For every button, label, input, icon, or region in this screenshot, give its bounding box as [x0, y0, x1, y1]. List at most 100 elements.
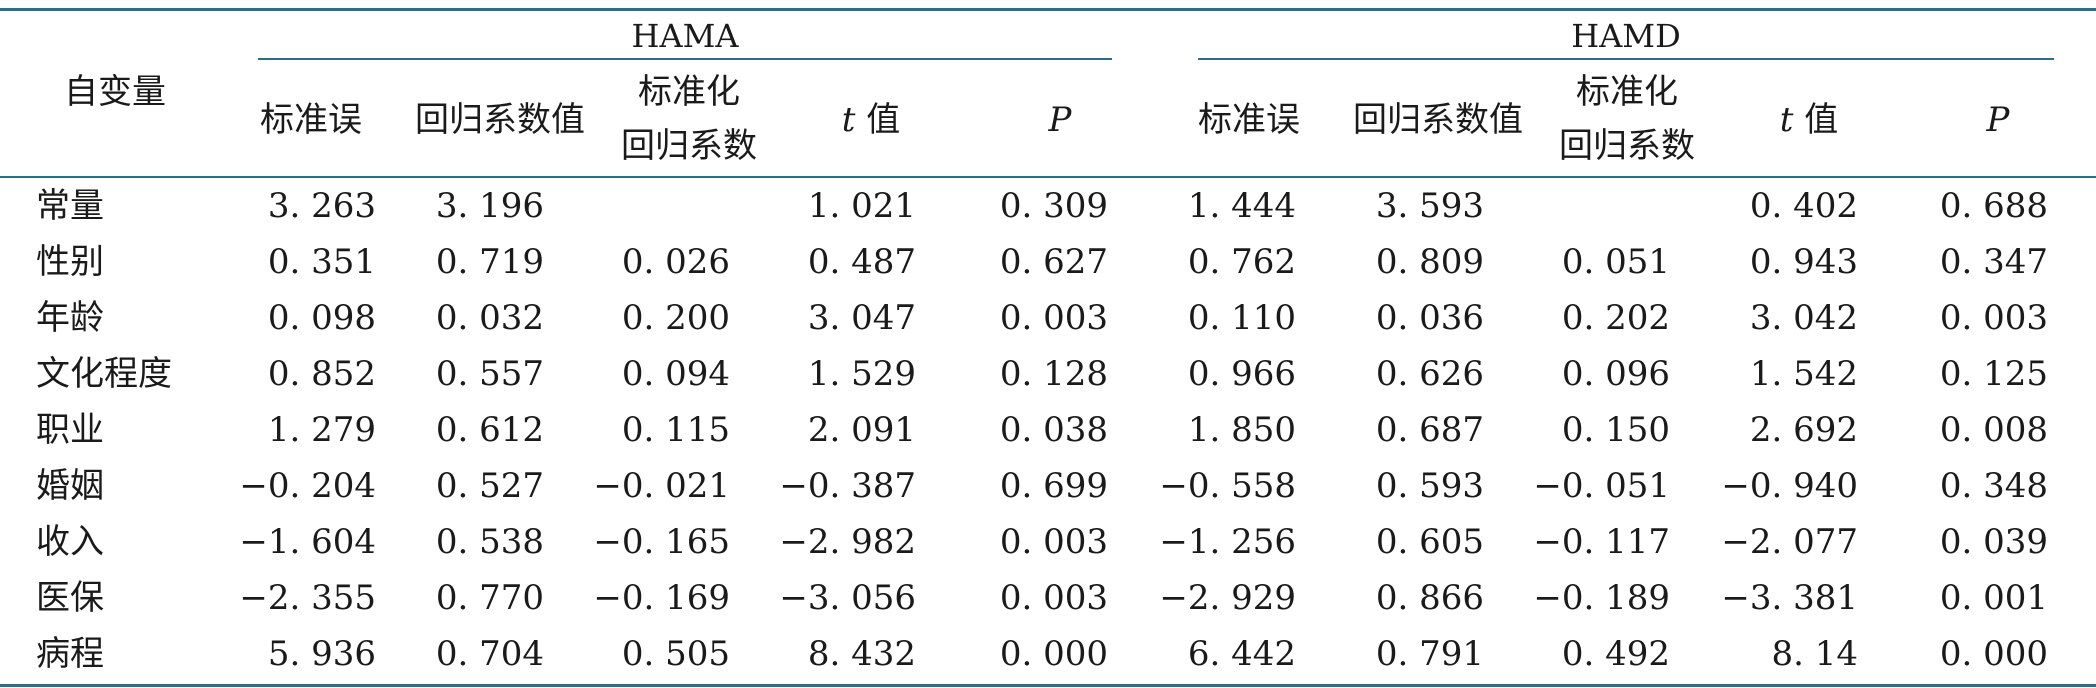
hama-cell: 0. 115	[621, 410, 730, 450]
col-header-hamd-coef: 回归系数值	[1353, 100, 1523, 140]
hama-cell: −0. 387	[779, 466, 916, 506]
hamd-cell: 0. 943	[1749, 242, 1858, 282]
row-label: 医保	[36, 578, 104, 618]
hama-cell: −0. 165	[593, 522, 730, 562]
row-label: 收入	[36, 522, 104, 562]
header-bottom-rule	[0, 176, 2096, 178]
hamd-cell: 0. 036	[1375, 298, 1484, 338]
hama-cell: 0. 719	[435, 242, 544, 282]
hama-cell: −0. 169	[593, 578, 730, 618]
hama-cell: 1. 529	[807, 354, 916, 394]
hamd-cell: 0. 402	[1749, 186, 1858, 226]
hama-cell: 0. 505	[621, 634, 730, 674]
row-label: 文化程度	[36, 354, 172, 394]
hamd-cell: −0. 051	[1533, 466, 1670, 506]
hamd-cell: 0. 008	[1939, 410, 2048, 450]
hama-cell: 3. 047	[807, 298, 916, 338]
hama-cell: 0. 003	[999, 298, 1108, 338]
hamd-cell: −3. 381	[1721, 578, 1858, 618]
col-header-hamd-t: t 值	[1734, 100, 1884, 140]
hamd-cell: −1. 256	[1159, 522, 1296, 562]
hama-cell: 0. 770	[435, 578, 544, 618]
hama-cell: 8. 432	[807, 634, 916, 674]
hamd-cell: 0. 966	[1187, 354, 1296, 394]
hamd-cell: 1. 850	[1187, 410, 1296, 450]
hama-cell: 0. 704	[435, 634, 544, 674]
hamd-cell: 3. 593	[1375, 186, 1484, 226]
col-header-hamd-std-coef-line2: 回归系数	[1559, 126, 1695, 166]
col-header-hama-std-coef-line1: 标准化	[638, 72, 740, 112]
col-header-hama-std-coef-line2: 回归系数	[621, 126, 757, 166]
hamd-cell: 1. 444	[1187, 186, 1296, 226]
hamd-cell: 0. 593	[1375, 466, 1484, 506]
hama-cell: 0. 032	[435, 298, 544, 338]
hama-cell: 0. 627	[999, 242, 1108, 282]
hama-cell: 0. 026	[621, 242, 730, 282]
row-label: 职业	[36, 410, 104, 450]
group-header-hama: HAMA	[631, 17, 739, 55]
table-bottom-rule	[0, 684, 2096, 687]
hama-cell: 0. 098	[267, 298, 376, 338]
hama-cell: 1. 279	[267, 410, 376, 450]
row-label: 常量	[36, 186, 104, 226]
hama-cell: −0. 204	[239, 466, 376, 506]
col-header-hama-std-error: 标准误	[260, 100, 362, 140]
hamd-cell: −0. 117	[1533, 522, 1670, 562]
hamd-cell: 0. 110	[1187, 298, 1296, 338]
hama-cell: 1. 021	[807, 186, 916, 226]
hama-cell: 0. 200	[621, 298, 730, 338]
hamd-cell: 8. 14	[1771, 634, 1858, 674]
hama-cell: 5. 936	[267, 634, 376, 674]
hamd-cell: 0. 687	[1375, 410, 1484, 450]
row-label: 性别	[36, 242, 104, 282]
col-header-hama-coef: 回归系数值	[415, 100, 585, 140]
hamd-cell: 0. 003	[1939, 298, 2048, 338]
hama-cell: −2. 982	[779, 522, 916, 562]
table-top-rule	[0, 8, 2096, 11]
hama-cell: 0. 557	[435, 354, 544, 394]
hama-cell: 0. 699	[999, 466, 1108, 506]
hamd-cell: 0. 150	[1561, 410, 1670, 450]
hama-cell: 0. 538	[435, 522, 544, 562]
hamd-cell: −2. 077	[1721, 522, 1858, 562]
hamd-cell: 0. 605	[1375, 522, 1484, 562]
hamd-cell: 0. 492	[1561, 634, 1670, 674]
hamd-cell: 0. 001	[1939, 578, 2048, 618]
hama-cell: 0. 094	[621, 354, 730, 394]
row-label: 年龄	[36, 298, 104, 338]
hamd-group-rule	[1198, 58, 2054, 60]
hamd-cell: 3. 042	[1749, 298, 1858, 338]
hamd-cell: 1. 542	[1749, 354, 1858, 394]
t-suffix-label: 值	[855, 100, 901, 140]
hamd-cell: −0. 940	[1721, 466, 1858, 506]
hamd-cell: 0. 096	[1561, 354, 1670, 394]
hamd-cell: 0. 000	[1939, 634, 2048, 674]
hama-group-rule	[258, 58, 1112, 60]
hamd-cell: 0. 051	[1561, 242, 1670, 282]
hamd-cell: 0. 791	[1375, 634, 1484, 674]
t-italic-label: t	[841, 100, 856, 140]
hama-cell: 0. 038	[999, 410, 1108, 450]
row-header-label: 自变量	[64, 72, 166, 112]
hamd-cell: 6. 442	[1187, 634, 1296, 674]
t-italic-label: t	[1779, 100, 1794, 140]
row-label: 婚姻	[36, 466, 104, 506]
group-header-hamd: HAMD	[1571, 17, 1681, 55]
row-label: 病程	[36, 634, 104, 674]
hamd-cell: 0. 348	[1939, 466, 2048, 506]
col-header-hamd-std-coef-line1: 标准化	[1576, 72, 1678, 112]
hamd-cell: −0. 558	[1159, 466, 1296, 506]
hamd-cell: 0. 809	[1375, 242, 1484, 282]
col-header-hamd-p: P	[1986, 100, 2010, 140]
hama-cell: 3. 196	[435, 186, 544, 226]
hamd-cell: −2. 929	[1159, 578, 1296, 618]
hamd-cell: 2. 692	[1749, 410, 1858, 450]
hama-cell: 0. 309	[999, 186, 1108, 226]
hama-cell: 3. 263	[267, 186, 376, 226]
hamd-cell: 0. 202	[1561, 298, 1670, 338]
hama-cell: −0. 021	[593, 466, 730, 506]
hama-cell: 2. 091	[807, 410, 916, 450]
hama-cell: −1. 604	[239, 522, 376, 562]
hamd-cell: 0. 039	[1939, 522, 2048, 562]
